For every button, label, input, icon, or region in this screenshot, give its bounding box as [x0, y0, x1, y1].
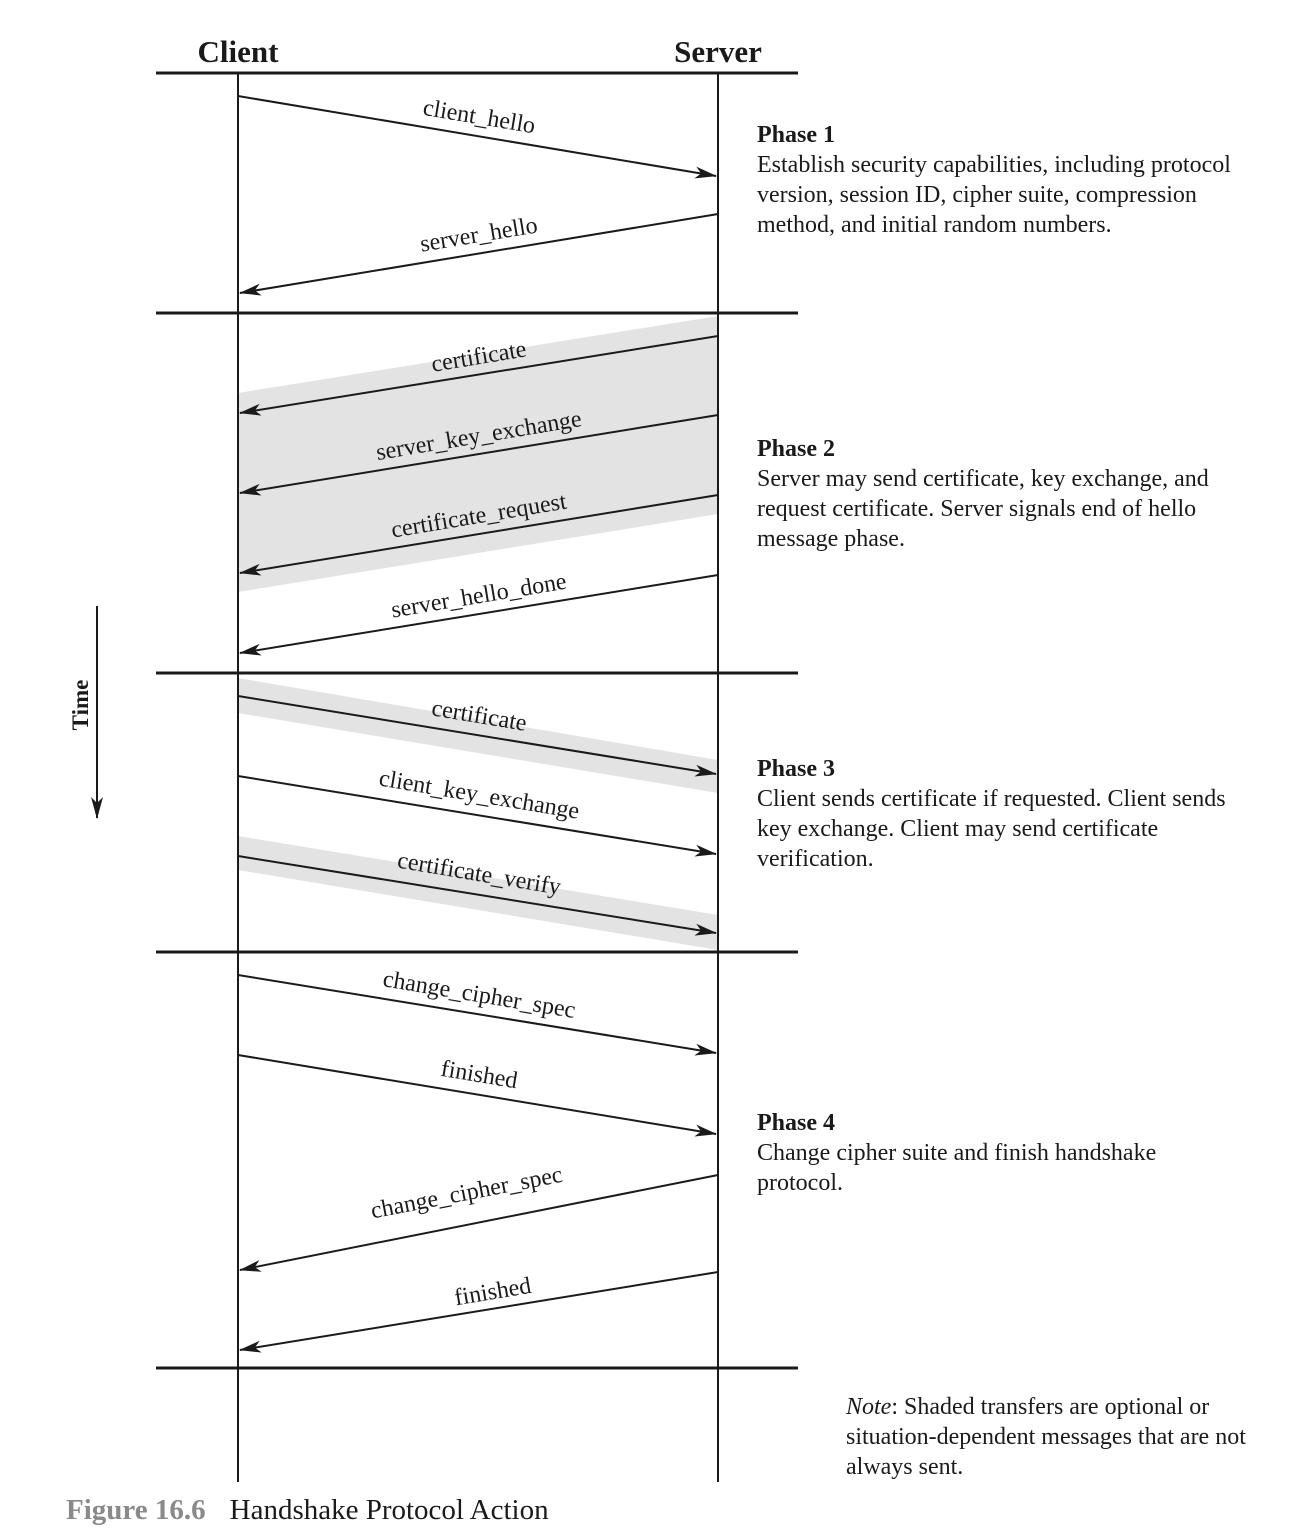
- note-text: : Shaded transfers are optional or situa…: [846, 1394, 1246, 1480]
- arrow-server-hello-done: [239, 574, 719, 656]
- arrow-certificate-request: [239, 494, 719, 576]
- arrow-certificate-verify: [237, 855, 717, 936]
- phase-3-title: Phase 3: [757, 756, 835, 782]
- label-client-hello: client_hello: [421, 95, 537, 139]
- arrow-change-cipher-spec-server: [239, 1174, 719, 1272]
- shade-certificate-verify: [238, 836, 718, 950]
- phase-3-description: Phase 3 Client sends certificate if requ…: [757, 754, 1237, 874]
- arrow-finished-server: [239, 1271, 719, 1353]
- figure-caption: Figure 16.6 Handshake Protocol Action: [66, 1494, 549, 1527]
- phase-2-text: Server may send certificate, key exchang…: [757, 466, 1209, 552]
- arrow-client-key-exchange: [237, 775, 717, 857]
- arrow-server-hello: [239, 213, 719, 296]
- phase-4-description: Phase 4 Change cipher suite and finish h…: [757, 1108, 1237, 1198]
- arrow-change-cipher-spec-client: [237, 974, 717, 1056]
- label-server-hello: server_hello: [418, 212, 539, 257]
- server-header: Server: [674, 34, 762, 69]
- phase-4-title: Phase 4: [757, 1110, 835, 1136]
- phase-1-description: Phase 1 Establish security capabilities,…: [757, 120, 1237, 240]
- arrow-certificate-server: [239, 335, 719, 416]
- shading-note: Note: Shaded transfers are optional or s…: [846, 1392, 1246, 1482]
- phase-4-text: Change cipher suite and finish handshake…: [757, 1140, 1157, 1196]
- time-label: Time: [68, 680, 93, 731]
- client-header: Client: [198, 34, 280, 69]
- label-change-cipher-spec-server: change_cipher_spec: [369, 1162, 565, 1225]
- arrow-finished-client: [237, 1054, 717, 1137]
- phase-1-text: Establish security capabilities, includi…: [757, 152, 1231, 238]
- arrow-client-hello: [237, 95, 717, 179]
- phase-1-title: Phase 1: [757, 122, 835, 148]
- label-server-hello-done: server_hello_done: [389, 569, 568, 624]
- figure-title: Handshake Protocol Action: [229, 1494, 549, 1526]
- arrow-certificate-client: [237, 695, 717, 777]
- note-label: Note: [846, 1394, 892, 1420]
- phase-2-title: Phase 2: [757, 436, 835, 462]
- arrow-server-key-exchange: [239, 414, 719, 496]
- phase-2-description: Phase 2 Server may send certificate, key…: [757, 434, 1237, 554]
- label-finished-server: finished: [453, 1273, 534, 1311]
- label-finished-client: finished: [439, 1056, 520, 1094]
- figure-number: Figure 16.6: [66, 1494, 206, 1526]
- phase-3-text: Client sends certificate if requested. C…: [757, 786, 1226, 872]
